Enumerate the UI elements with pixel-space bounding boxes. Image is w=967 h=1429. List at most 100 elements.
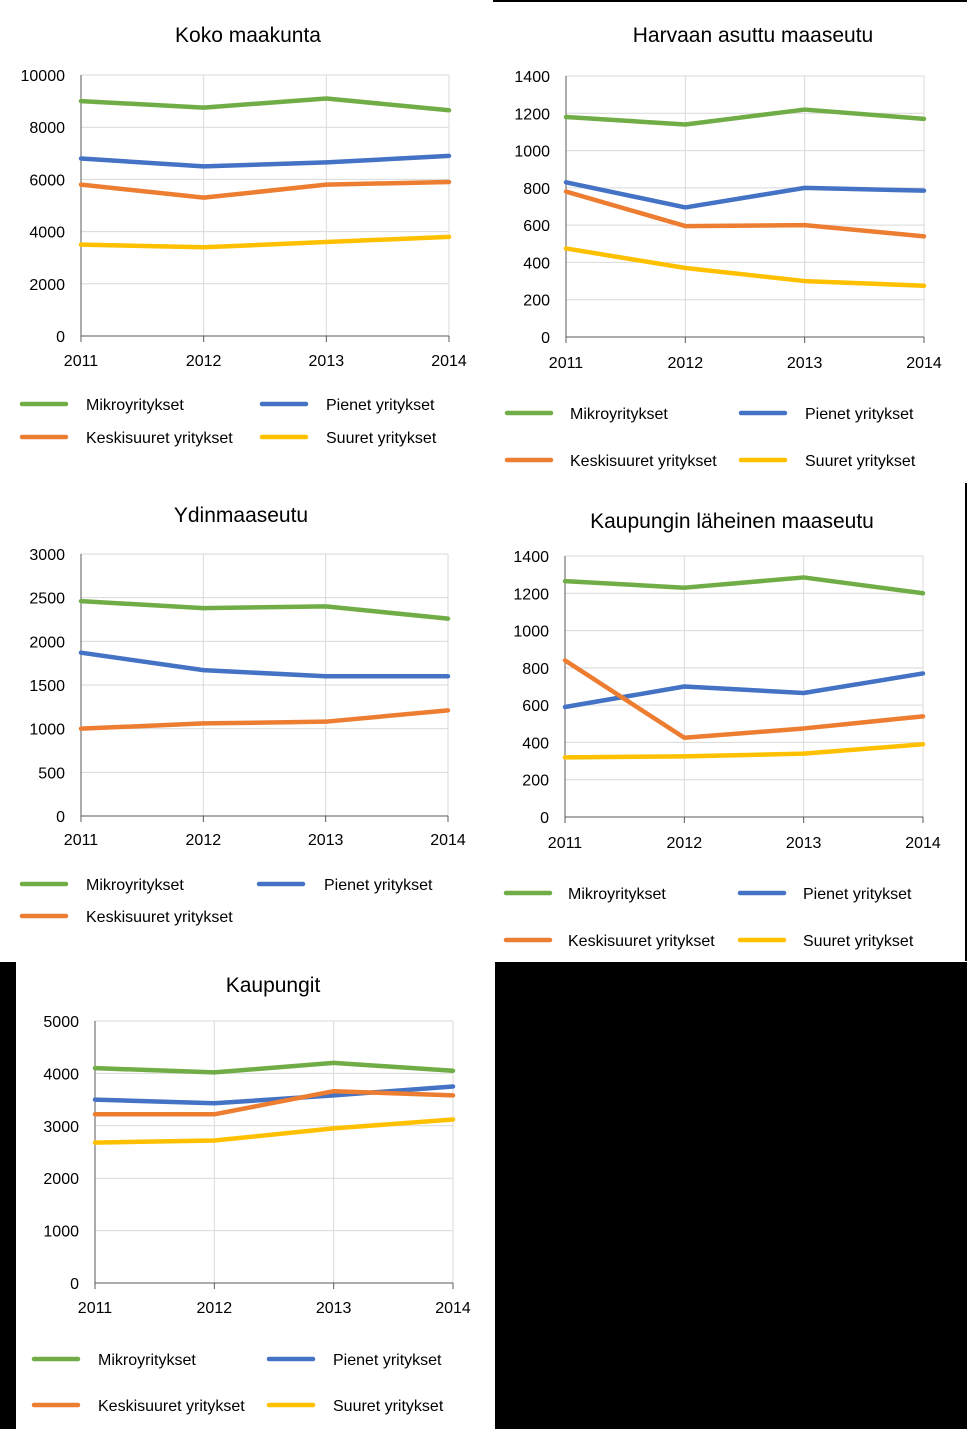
x-tick-label: 2014 xyxy=(905,835,941,852)
x-tick-label: 2012 xyxy=(186,832,222,849)
y-tick-label: 5000 xyxy=(43,1014,79,1031)
y-tick-label: 8000 xyxy=(29,120,65,137)
chart-panel-harvaan-asuttu: Harvaan asuttu maaseutu 0 200 400 600 800 1000… xyxy=(494,2,967,482)
y-tick-label: 1000 xyxy=(513,624,549,641)
series-line-keskisuuret-yritykset xyxy=(78,179,452,200)
legend-label-pienet-yritykset: Pienet yritykset xyxy=(803,886,912,903)
y-tick-label: 1000 xyxy=(514,144,550,161)
y-tick-label: 800 xyxy=(522,661,549,678)
y-tick-label: 0 xyxy=(56,809,65,826)
y-tick-label: 1500 xyxy=(29,678,65,695)
series-line-keskisuuret-yritykset xyxy=(92,1088,456,1117)
chart-kaupungin-laheinen-maaseutu: Kaupungin läheinen maaseutu 0 200 400 600 800… xyxy=(503,510,941,950)
legend-label-keskisuuret-yritykset: Keskisuuret yritykset xyxy=(86,909,233,926)
chart-title: Koko maakunta xyxy=(175,24,321,47)
x-tick-label: 2013 xyxy=(316,1300,352,1317)
y-tick-label: 0 xyxy=(56,329,65,346)
chart-title: Harvaan asuttu maaseutu xyxy=(633,24,873,47)
y-tick-label: 1200 xyxy=(514,106,550,123)
y-tick-label: 1200 xyxy=(513,586,549,603)
y-tick-label: 4000 xyxy=(29,225,65,242)
y-tick-label: 0 xyxy=(70,1276,79,1293)
black-right-strip xyxy=(965,483,967,961)
black-bottom-right-block xyxy=(495,962,967,1429)
legend-label-suuret-yritykset: Suuret yritykset xyxy=(333,1398,444,1415)
series-line-mikroyritykset xyxy=(78,96,452,113)
y-tick-label: 2000 xyxy=(29,634,65,651)
y-tick-label: 1000 xyxy=(29,722,65,739)
legend-label-keskisuuret-yritykset: Keskisuuret yritykset xyxy=(568,933,715,950)
chart-panel-kaupungit: Kaupungit 0 1000 2000 3000 4000 5000 2011 2012 20… xyxy=(16,962,494,1429)
x-tick-label: 2012 xyxy=(197,1300,233,1317)
y-tick-label: 2000 xyxy=(43,1171,79,1188)
x-tick-label: 2011 xyxy=(64,832,99,849)
chart-title: Kaupungit xyxy=(226,974,321,997)
y-tick-label: 0 xyxy=(541,330,550,347)
x-tick-label: 2014 xyxy=(906,355,942,372)
chart-koko-maakunta: Koko maakunta 0 2000 4000 6000 8000 10000 2011 2… xyxy=(19,24,467,447)
series-line-mikroyritykset xyxy=(92,1060,456,1075)
x-tick-label: 2013 xyxy=(308,832,344,849)
y-tick-label: 800 xyxy=(523,181,550,198)
x-tick-label: 2011 xyxy=(548,835,583,852)
x-tick-label: 2014 xyxy=(431,353,467,370)
series-line-pienet-yritykset xyxy=(562,671,926,710)
x-tick-label: 2013 xyxy=(787,355,823,372)
series-line-suuret-yritykset xyxy=(92,1117,456,1145)
chart-panel-kaupungin-laheinen: Kaupungin läheinen maaseutu 0 200 400 600 800… xyxy=(494,483,965,961)
series-line-pienet-yritykset xyxy=(92,1084,456,1106)
series-line-suuret-yritykset xyxy=(563,246,927,288)
chart-panel-koko-maakunta: Koko maakunta 0 2000 4000 6000 8000 10000 2011 2… xyxy=(0,0,492,482)
y-tick-label: 3000 xyxy=(29,547,65,564)
chart-kaupungit: Kaupungit 0 1000 2000 3000 4000 5000 2011 2012 20… xyxy=(31,974,471,1415)
legend-label-keskisuuret-yritykset: Keskisuuret yritykset xyxy=(86,430,233,447)
chart-panel-ydinmaaseutu: Ydinmaaseutu 0 500 1000 1500 2000 2500 3000 2011… xyxy=(0,483,492,961)
y-tick-label: 1000 xyxy=(43,1224,79,1241)
x-tick-label: 2012 xyxy=(186,353,222,370)
x-tick-label: 2012 xyxy=(668,355,704,372)
chart-harvaan-asuttu-maaseutu: Harvaan asuttu maaseutu 0 200 400 600 800 1000… xyxy=(504,24,942,470)
y-tick-label: 200 xyxy=(522,773,549,790)
y-tick-label: 2000 xyxy=(29,277,65,294)
legend-label-mikroyritykset: Mikroyritykset xyxy=(568,886,666,903)
y-tick-label: 600 xyxy=(522,698,549,715)
legend-label-mikroyritykset: Mikroyritykset xyxy=(570,406,668,423)
series-line-pienet-yritykset xyxy=(563,180,927,210)
chart-ydinmaaseutu: Ydinmaaseutu 0 500 1000 1500 2000 2500 3000 2011… xyxy=(19,504,466,926)
x-tick-label: 2011 xyxy=(78,1300,113,1317)
y-tick-label: 500 xyxy=(38,765,65,782)
series-line-mikroyritykset xyxy=(562,575,926,596)
x-tick-label: 2013 xyxy=(786,835,822,852)
series-line-pienet-yritykset xyxy=(78,650,451,679)
x-tick-label: 2011 xyxy=(549,355,584,372)
black-bottom-left-strip xyxy=(0,962,16,1429)
y-tick-label: 200 xyxy=(523,293,550,310)
x-tick-label: 2011 xyxy=(64,353,99,370)
y-tick-label: 600 xyxy=(523,218,550,235)
legend-label-suuret-yritykset: Suuret yritykset xyxy=(803,933,914,950)
x-tick-label: 2014 xyxy=(430,832,466,849)
legend-label-keskisuuret-yritykset: Keskisuuret yritykset xyxy=(570,453,717,470)
y-tick-label: 6000 xyxy=(29,172,65,189)
y-tick-label: 4000 xyxy=(43,1066,79,1083)
y-tick-label: 1400 xyxy=(513,549,549,566)
black-top-border xyxy=(493,0,967,2)
legend-label-keskisuuret-yritykset: Keskisuuret yritykset xyxy=(98,1398,245,1415)
series-line-keskisuuret-yritykset xyxy=(563,189,927,239)
chart-title: Kaupungin läheinen maaseutu xyxy=(590,510,874,533)
x-tick-label: 2014 xyxy=(435,1300,471,1317)
legend-label-suuret-yritykset: Suuret yritykset xyxy=(805,453,916,470)
legend-label-mikroyritykset: Mikroyritykset xyxy=(98,1352,196,1369)
legend-label-mikroyritykset: Mikroyritykset xyxy=(86,877,184,894)
legend-label-pienet-yritykset: Pienet yritykset xyxy=(324,877,433,894)
chart-title: Ydinmaaseutu xyxy=(174,504,308,527)
series-line-suuret-yritykset xyxy=(78,234,452,250)
y-tick-label: 400 xyxy=(523,255,550,272)
y-tick-label: 400 xyxy=(522,735,549,752)
legend-label-suuret-yritykset: Suuret yritykset xyxy=(326,430,437,447)
y-tick-label: 2500 xyxy=(29,591,65,608)
y-tick-label: 10000 xyxy=(21,68,66,85)
x-tick-label: 2013 xyxy=(309,353,345,370)
legend-label-pienet-yritykset: Pienet yritykset xyxy=(333,1352,442,1369)
series-line-keskisuuret-yritykset xyxy=(562,658,926,741)
